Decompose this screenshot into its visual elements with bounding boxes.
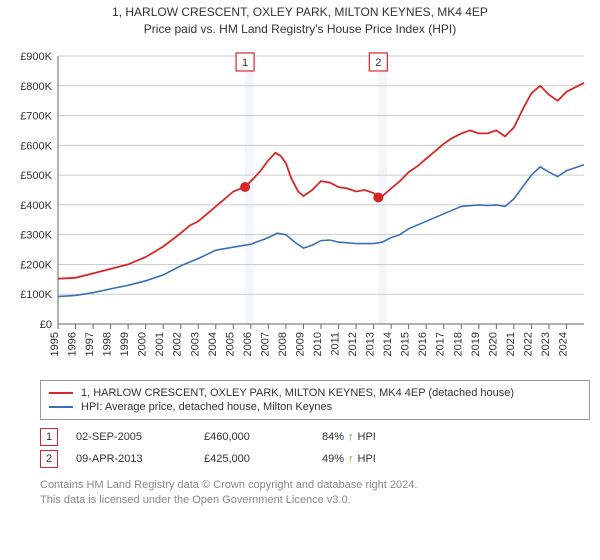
sales-table: 1 02-SEP-2005 £460,000 84% ↑ HPI 2 09-AP… xyxy=(40,428,590,468)
table-row: 1 02-SEP-2005 £460,000 84% ↑ HPI xyxy=(40,428,590,446)
sale-note-suffix: HPI xyxy=(358,431,376,443)
svg-text:£0: £0 xyxy=(40,319,52,331)
legend-row: 1, HARLOW CRESCENT, OXLEY PARK, MILTON K… xyxy=(49,387,581,399)
svg-text:1995: 1995 xyxy=(49,332,61,356)
sale-note-suffix: HPI xyxy=(358,453,376,465)
svg-text:£600K: £600K xyxy=(20,140,52,152)
svg-text:2006: 2006 xyxy=(242,332,254,356)
legend-label: 1, HARLOW CRESCENT, OXLEY PARK, MILTON K… xyxy=(81,387,514,399)
sale-date: 09-APR-2013 xyxy=(76,453,186,465)
svg-text:2014: 2014 xyxy=(382,332,394,356)
svg-text:2000: 2000 xyxy=(137,332,149,356)
arrow-up-icon: ↑ xyxy=(348,453,354,465)
sale-price: £425,000 xyxy=(204,453,304,465)
legend-label: HPI: Average price, detached house, Milt… xyxy=(81,401,332,413)
chart-legend: 1, HARLOW CRESCENT, OXLEY PARK, MILTON K… xyxy=(40,380,590,420)
svg-text:2007: 2007 xyxy=(259,332,271,356)
footer-line: This data is licensed under the Open Gov… xyxy=(40,493,590,508)
svg-text:£200K: £200K xyxy=(20,259,52,271)
svg-text:2010: 2010 xyxy=(312,332,324,356)
svg-text:2013: 2013 xyxy=(365,332,377,356)
table-row: 2 09-APR-2013 £425,000 49% ↑ HPI xyxy=(40,450,590,468)
legend-row: HPI: Average price, detached house, Milt… xyxy=(49,401,581,413)
svg-text:2003: 2003 xyxy=(189,332,201,356)
svg-text:2012: 2012 xyxy=(347,332,359,356)
footer-attribution: Contains HM Land Registry data © Crown c… xyxy=(40,478,590,509)
sale-price: £460,000 xyxy=(204,431,304,443)
svg-text:2004: 2004 xyxy=(207,332,219,356)
svg-text:2022: 2022 xyxy=(522,332,534,356)
svg-text:£900K: £900K xyxy=(20,51,52,63)
legend-swatch xyxy=(49,392,73,394)
svg-text:£800K: £800K xyxy=(20,80,52,92)
legend-swatch xyxy=(49,406,73,408)
svg-text:2020: 2020 xyxy=(487,332,499,356)
svg-text:2017: 2017 xyxy=(435,332,447,356)
svg-text:2008: 2008 xyxy=(277,332,289,356)
svg-text:£300K: £300K xyxy=(20,229,52,241)
page-title-line1: 1, HARLOW CRESCENT, OXLEY PARK, MILTON K… xyxy=(0,4,600,21)
price-chart: £0 £100K £200K £300K £400K £500K £600K £700K £80… xyxy=(10,44,590,374)
sale-date: 02-SEP-2005 xyxy=(76,431,186,443)
svg-text:2018: 2018 xyxy=(452,332,464,356)
sale-callout: 2 xyxy=(40,450,58,468)
sale-note: 84% ↑ HPI xyxy=(322,431,376,443)
sale-pct: 84% xyxy=(322,431,344,443)
sale-note: 49% ↑ HPI xyxy=(322,453,376,465)
svg-text:1: 1 xyxy=(242,57,248,69)
sale-callout: 1 xyxy=(40,428,58,446)
svg-text:2024: 2024 xyxy=(557,332,569,356)
svg-text:2001: 2001 xyxy=(154,332,166,356)
svg-text:2: 2 xyxy=(375,57,381,69)
svg-text:£400K: £400K xyxy=(20,199,52,211)
svg-text:2009: 2009 xyxy=(294,332,306,356)
svg-text:2011: 2011 xyxy=(330,332,342,356)
svg-text:1996: 1996 xyxy=(67,332,79,356)
svg-text:2016: 2016 xyxy=(417,332,429,356)
svg-text:£100K: £100K xyxy=(20,289,52,301)
svg-text:2021: 2021 xyxy=(505,332,517,356)
svg-text:2005: 2005 xyxy=(224,332,236,356)
arrow-up-icon: ↑ xyxy=(348,431,354,443)
footer-line: Contains HM Land Registry data © Crown c… xyxy=(40,478,590,493)
page-title-line2: Price paid vs. HM Land Registry's House … xyxy=(0,21,600,38)
svg-text:2019: 2019 xyxy=(470,332,482,356)
svg-text:2023: 2023 xyxy=(540,332,552,356)
svg-text:£500K: £500K xyxy=(20,170,52,182)
svg-text:2002: 2002 xyxy=(172,332,184,356)
svg-text:1998: 1998 xyxy=(102,332,114,356)
svg-text:£700K: £700K xyxy=(20,110,52,122)
svg-text:2015: 2015 xyxy=(400,332,412,356)
svg-text:1997: 1997 xyxy=(84,332,96,356)
sale-pct: 49% xyxy=(322,453,344,465)
svg-text:1999: 1999 xyxy=(119,332,131,356)
